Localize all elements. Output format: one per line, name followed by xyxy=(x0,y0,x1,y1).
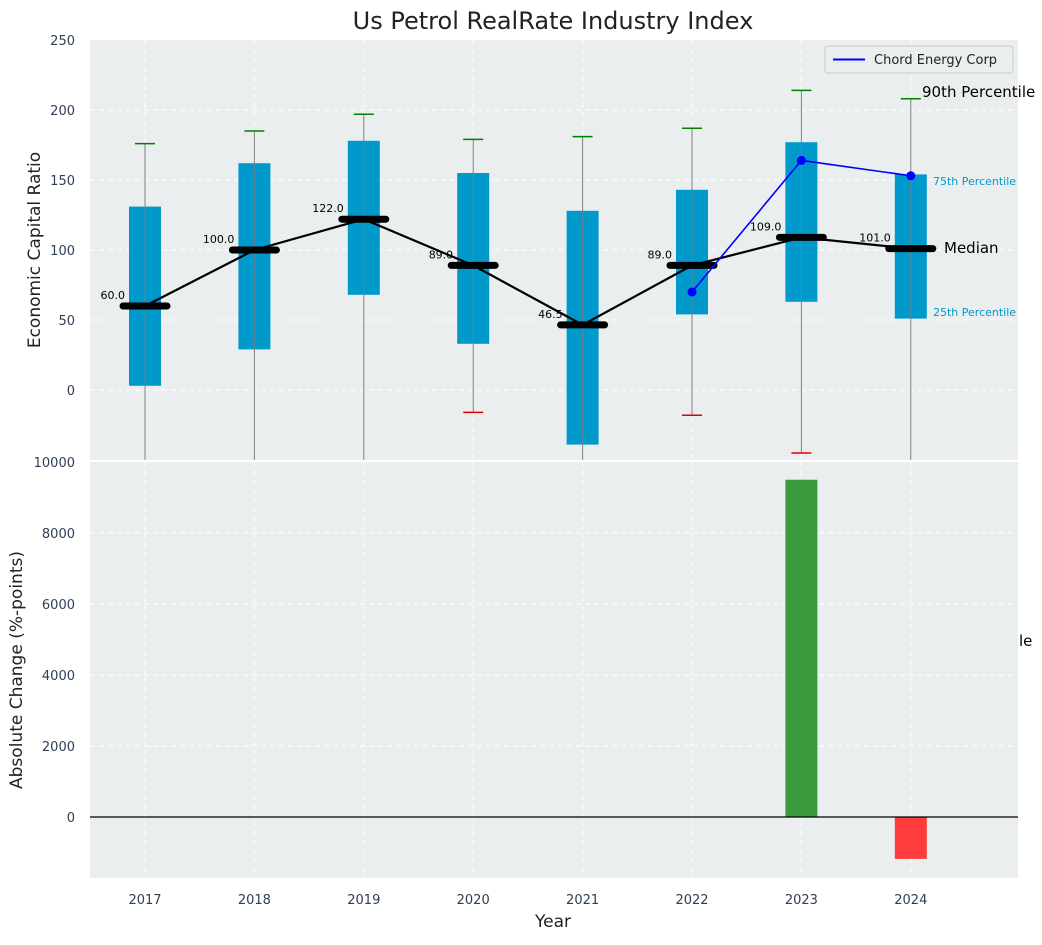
label-median: Median xyxy=(944,239,999,257)
legend-entry-chord-energy: Chord Energy Corp xyxy=(874,53,997,68)
change-bar xyxy=(894,817,927,859)
top-y-tick: 100 xyxy=(50,244,75,259)
bottom-y-tick: 2000 xyxy=(42,740,75,755)
percentile-caps xyxy=(135,89,921,454)
bottom-y-tick: 6000 xyxy=(42,598,75,613)
median-value-label: 46.5 xyxy=(538,308,563,321)
x-tick-label: 2022 xyxy=(675,893,708,908)
x-tick-label: 2017 xyxy=(128,893,161,908)
median-trend-line xyxy=(144,218,911,327)
bottom-y-tick: 8000 xyxy=(42,527,75,542)
bottom-y-tick-labels: 10000 8000 6000 4000 2000 0 xyxy=(34,456,75,826)
median-value-label: 89.0 xyxy=(648,248,673,261)
median-value-label: 101.0 xyxy=(859,232,891,245)
median-value-label: 109.0 xyxy=(750,220,782,233)
top-y-tick-labels: 250 200 150 100 50 0 xyxy=(50,34,75,399)
label-90th-percentile: 90th Percentile xyxy=(922,83,1035,101)
median-value-labels: 60.0 100.0 122.0 89.0 46.5 89.0 109.0 101.0 xyxy=(101,202,891,321)
change-bar xyxy=(785,479,818,817)
median-trend xyxy=(144,218,911,327)
bottom-y-axis-label: Absolute Change (%-points) xyxy=(7,551,27,789)
legend-box xyxy=(824,45,1014,74)
bottom-panel-background xyxy=(90,462,1018,878)
top-y-tick: 250 xyxy=(50,34,75,49)
top-y-tick: 0 xyxy=(67,384,75,399)
label-25th-percentile: 25th Percentile xyxy=(933,306,1016,319)
x-tick-label: 2024 xyxy=(894,893,927,908)
x-tick-labels: 2017 2018 2019 2020 2021 2022 2023 2024 xyxy=(128,893,927,908)
bottom-y-tick: 4000 xyxy=(42,669,75,684)
median-value-label: 100.0 xyxy=(203,233,235,246)
percentile-boxes xyxy=(129,140,927,445)
company-point xyxy=(906,171,916,181)
company-point xyxy=(796,155,806,165)
top-y-tick: 50 xyxy=(58,314,75,329)
legend: Chord Energy Corp xyxy=(824,45,1014,74)
x-tick-label: 2018 xyxy=(238,893,271,908)
bottom-y-tick: 10000 xyxy=(34,456,75,471)
bottom-y-tick: 0 xyxy=(67,811,75,826)
change-bars xyxy=(785,479,927,859)
company-point xyxy=(687,287,697,297)
x-tick-label: 2023 xyxy=(785,893,818,908)
median-value-label: 60.0 xyxy=(101,289,126,302)
x-tick-label: 2020 xyxy=(457,893,490,908)
top-y-tick: 150 xyxy=(50,174,75,189)
median-markers xyxy=(119,215,937,329)
median-value-label: 122.0 xyxy=(312,202,344,215)
top-y-axis-label: Economic Capital Ratio xyxy=(25,152,45,348)
x-tick-label: 2019 xyxy=(347,893,380,908)
x-axis-label: Year xyxy=(534,912,571,932)
chart-title: Us Petrol RealRate Industry Index xyxy=(353,7,754,35)
company-series xyxy=(687,155,916,297)
top-y-tick: 200 xyxy=(50,104,75,119)
median-value-label: 89.0 xyxy=(429,248,454,261)
x-tick-label: 2021 xyxy=(566,893,599,908)
label-75th-percentile: 75th Percentile xyxy=(933,175,1016,188)
overflow-label-fragment: le xyxy=(1019,632,1032,650)
